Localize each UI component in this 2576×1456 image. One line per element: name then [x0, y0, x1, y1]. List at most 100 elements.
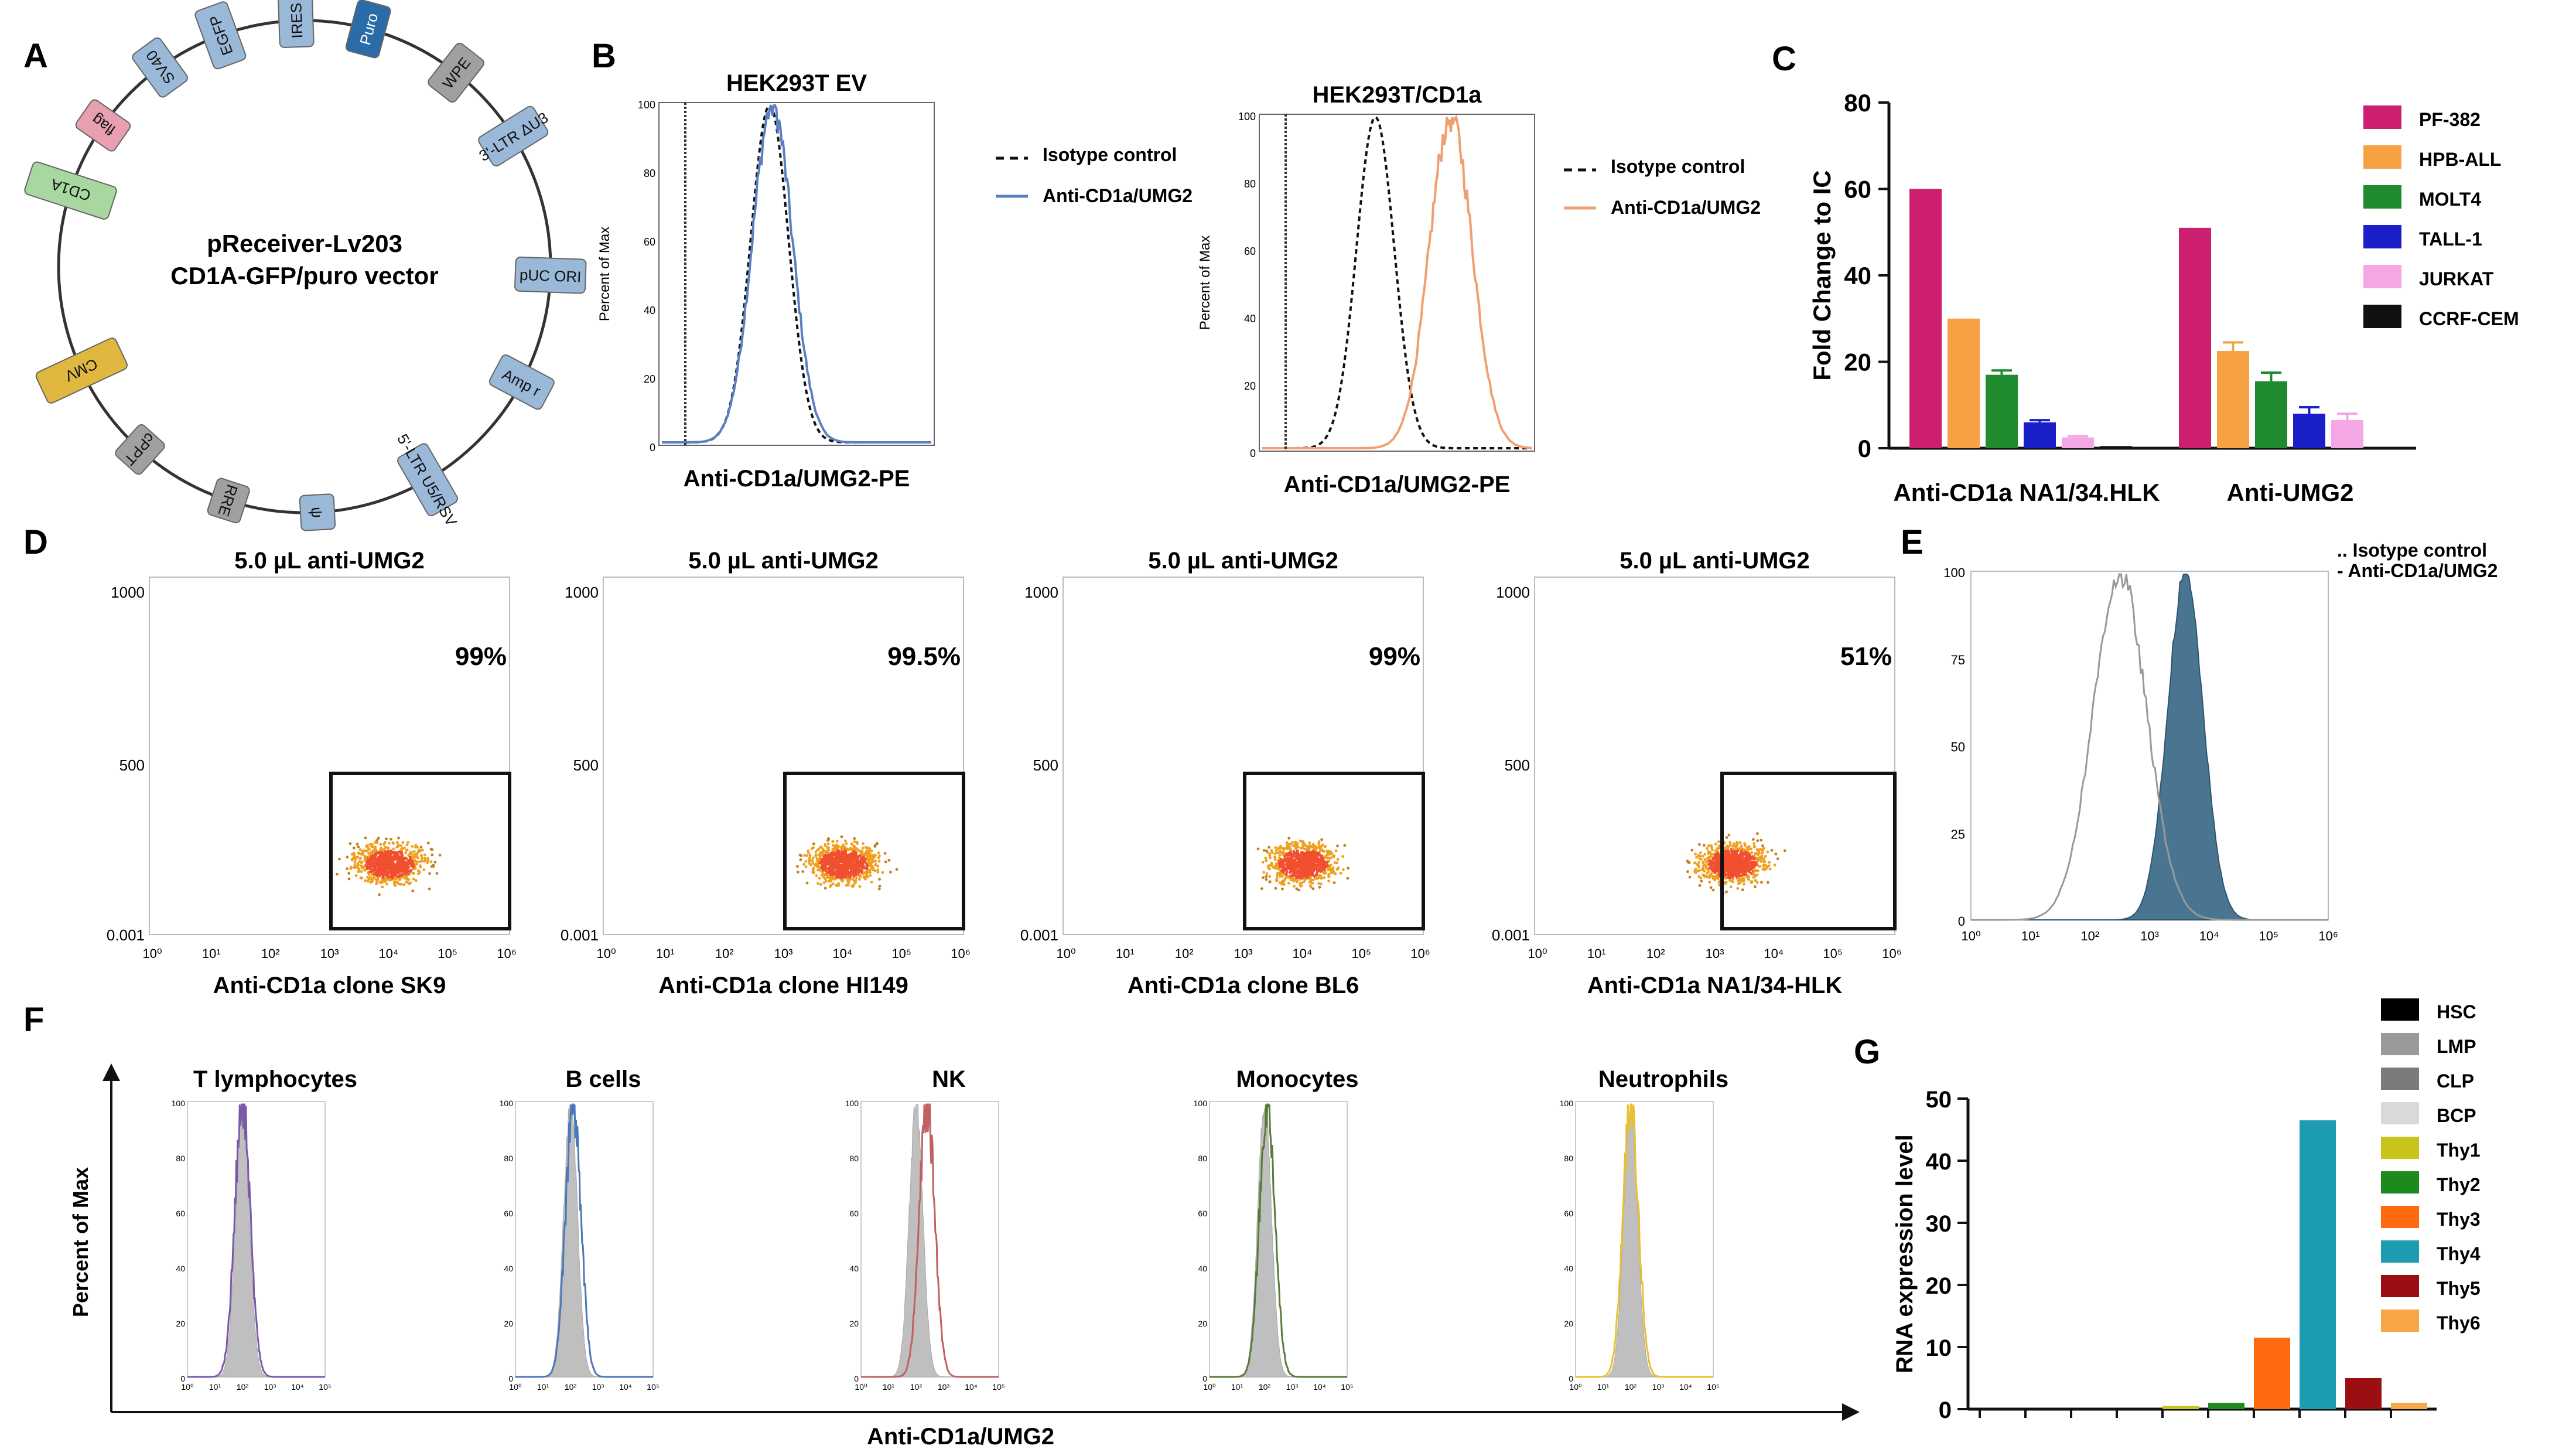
scatter-point — [833, 878, 836, 881]
scatter-point — [391, 841, 395, 844]
bar — [1986, 374, 2018, 448]
scatter-point — [852, 844, 855, 847]
scatter-point — [1316, 846, 1319, 850]
scatter-frame — [1062, 577, 1424, 935]
scatter-point — [374, 853, 378, 857]
scatter-point — [1276, 867, 1279, 870]
scatter-point — [1282, 853, 1286, 855]
scatter-point — [1718, 884, 1721, 886]
plasmid-feature: CD1A — [24, 161, 117, 220]
scatter-point — [1322, 857, 1325, 860]
scatter-point — [1742, 882, 1745, 886]
x-tick-label: 10⁵ — [647, 1382, 659, 1392]
scatter-point — [889, 871, 892, 874]
scatter-point — [390, 865, 394, 868]
scatter-point — [1724, 847, 1727, 850]
scatter-point — [375, 841, 379, 844]
scatter-point — [1275, 876, 1279, 879]
scatter-point — [391, 850, 395, 854]
scatter-point — [385, 846, 389, 850]
scatter-point — [858, 850, 861, 853]
scatter-point — [1704, 866, 1708, 869]
scatter-point — [855, 876, 858, 879]
scatter-point — [1281, 875, 1284, 878]
legend-isotype-label: Isotype control — [1043, 144, 1177, 165]
scatter-point — [423, 860, 426, 863]
scatter-point — [870, 850, 873, 853]
scatter-point — [366, 875, 370, 879]
x-tick-label: 10⁶ — [497, 946, 517, 961]
scatter-point — [420, 857, 423, 860]
scatter-point — [397, 867, 399, 870]
scatter-point — [395, 841, 399, 844]
scatter-point — [379, 843, 382, 846]
antibody-histogram — [515, 1103, 653, 1378]
y-tick-label: 60 — [1564, 1209, 1573, 1218]
x-tick-label: 10¹ — [537, 1382, 549, 1392]
scatter-point — [1756, 839, 1760, 843]
y-tick-label: 80 — [176, 1154, 185, 1163]
scatter-point — [1296, 851, 1300, 854]
scatter-point — [378, 881, 382, 884]
y-tick-label: 60 — [1844, 176, 1871, 203]
y-tick-label: 100 — [1194, 1099, 1208, 1108]
scatter-point — [877, 887, 881, 891]
y-tick-label: 20 — [1244, 380, 1256, 392]
plasmid-feature-box — [428, 42, 484, 103]
scatter-title: 5.0 µL anti-UMG2 — [1620, 548, 1810, 574]
scatter-point — [1703, 853, 1707, 856]
scatter-point — [379, 848, 382, 851]
scatter-point — [1291, 841, 1294, 844]
scatter-point — [857, 861, 860, 864]
scatter-point — [411, 868, 414, 871]
legend-swatch — [2381, 998, 2419, 1021]
scatter-point — [368, 870, 371, 874]
scatter-point — [869, 874, 872, 877]
x-tick-label: 10⁰ — [142, 946, 162, 961]
scatter-point — [1323, 876, 1326, 879]
scatter-point — [349, 842, 352, 845]
x-axis-label: Anti-CD1a/UMG2 — [867, 1424, 1054, 1450]
plasmid-feature-box — [488, 354, 555, 410]
legend-label: Thy6 — [2437, 1312, 2481, 1334]
scatter-point — [826, 850, 829, 854]
scatter-point — [821, 865, 825, 868]
scatter-point — [1745, 875, 1748, 878]
scatter-point — [1327, 879, 1331, 883]
scatter-point — [405, 857, 408, 860]
scatter-point — [1768, 867, 1772, 871]
scatter-point — [824, 864, 827, 868]
scatter-point — [1261, 861, 1265, 864]
scatter-point — [1330, 851, 1334, 855]
scatter-point — [1762, 863, 1765, 867]
scatter-point — [1702, 864, 1705, 867]
scatter-point — [1753, 864, 1757, 867]
scatter-point — [1282, 869, 1286, 872]
scatter-point — [380, 872, 384, 875]
scatter-point — [808, 862, 811, 865]
scatter-point — [431, 853, 434, 857]
scatter-point — [387, 861, 390, 864]
scatter-point — [1750, 868, 1753, 871]
x-tick-label: 10⁴ — [2199, 929, 2219, 943]
antibody-histogram — [187, 1103, 325, 1378]
bar — [2100, 446, 2132, 448]
scatter-point — [1688, 875, 1692, 879]
scatter-point — [848, 860, 851, 864]
y-tick-label: 40 — [176, 1264, 185, 1273]
scatter-point — [825, 879, 828, 882]
scatter-point — [399, 848, 402, 851]
scatter-point — [860, 860, 863, 864]
scatter-point — [836, 875, 840, 878]
scatter-point — [831, 840, 835, 843]
scatter-point — [351, 858, 354, 862]
scatter-point — [1292, 871, 1296, 875]
isotype-histogram — [1576, 1109, 1713, 1377]
scatter-point — [824, 860, 827, 864]
scatter-point — [1707, 863, 1710, 866]
scatter-point — [860, 858, 864, 861]
scatter-point — [1714, 853, 1717, 856]
x-tick-label: 10⁰ — [1528, 946, 1547, 961]
scatter-point — [1322, 865, 1325, 868]
scatter-point — [1296, 874, 1300, 877]
